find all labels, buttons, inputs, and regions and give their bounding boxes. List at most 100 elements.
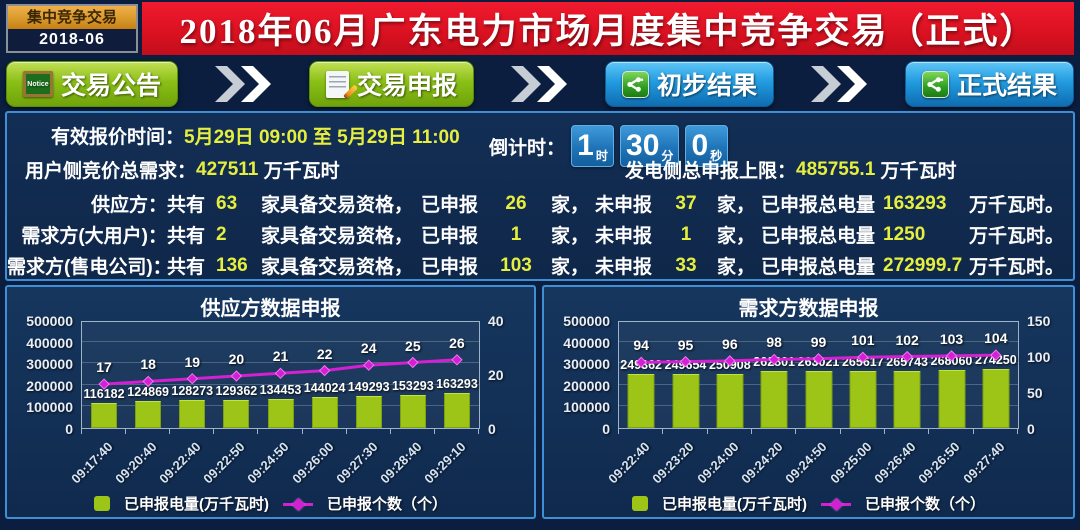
trade-declare-label: 交易申报 <box>357 72 458 100</box>
bar <box>91 402 118 428</box>
y-axis-tick-label: 200000 <box>26 377 73 394</box>
declared-label: 已申报 <box>421 257 479 278</box>
jia-comma-label: 家， <box>717 226 756 247</box>
line-value-label: 24 <box>360 340 377 357</box>
bar <box>223 400 250 428</box>
y-axis-tick-label: 300000 <box>26 356 73 373</box>
y-axis-tick-label: 0 <box>65 421 73 437</box>
bar-value-label: 149293 <box>347 379 390 394</box>
x-axis-tick-label: 09:28:40 <box>377 439 425 487</box>
x-axis-tick-label: 09:24:50 <box>244 439 293 487</box>
bar-value-label: 129362 <box>215 384 258 399</box>
declared-volume: 163293 <box>883 192 947 214</box>
x-axis-tick-label: 09:27:30 <box>332 439 381 487</box>
line-point-marker <box>635 356 647 369</box>
y-axis-tick-label: 300000 <box>563 356 610 373</box>
secondary-y-axis-tick-label: 150 <box>1027 313 1051 329</box>
volume-label: 已申报总电量 <box>761 257 876 278</box>
chart-title: 需求方数据申报 <box>738 298 879 320</box>
chart-title: 供应方数据申报 <box>200 298 341 320</box>
line-point-marker <box>990 349 1002 361</box>
volume-label: 已申报总电量 <box>761 226 876 247</box>
x-axis-labels: 09:17:40 09:20:40 09:22:40 09:22:50 09:24:50… <box>68 429 480 487</box>
countdown-minutes-box: 30 分 <box>620 125 680 167</box>
x-axis-tick <box>301 429 303 434</box>
line-value-label: 102 <box>895 331 919 348</box>
line-point-marker <box>274 367 287 380</box>
total-prefix-label: 共有 <box>167 226 206 247</box>
legend-line-marker <box>282 497 313 511</box>
line-value-label: 19 <box>184 353 201 370</box>
trade-notice-button[interactable]: Notice 交易公告 <box>6 61 179 107</box>
official-result-button[interactable]: 正式结果 <box>905 61 1075 107</box>
bar <box>179 400 206 428</box>
bar <box>893 370 921 428</box>
x-axis-tick <box>972 429 974 434</box>
x-axis-tick <box>81 429 82 434</box>
trade-notice-label: 交易公告 <box>61 72 162 100</box>
x-axis-tick-label: 09:29:10 <box>421 439 469 487</box>
x-axis-tick-label: 09:23:20 <box>649 439 698 487</box>
x-axis-tick-label: 09:25:00 <box>827 439 875 487</box>
trade-declare-button[interactable]: 交易申报 <box>309 61 475 107</box>
line-series <box>98 354 463 390</box>
supplier-stats-row: 供应方： 共有 63 家具备交易资格， 已申报 26 家， 未申报 37 家， … <box>7 188 1073 219</box>
x-axis-tick <box>706 429 708 434</box>
bar <box>311 396 338 428</box>
x-axis-tick-label: 09:22:40 <box>156 439 204 487</box>
flow-arrow-icon <box>774 65 905 103</box>
session-stats-panel: 有效报价时间： 5月29日 09:00 至 5月29日 11:00 倒计时： 1… <box>5 111 1075 281</box>
y-axis-tick-label: 100000 <box>563 399 610 416</box>
line-point-marker <box>724 355 736 367</box>
secondary-y-axis-tick-label: 100 <box>1027 349 1051 365</box>
bar <box>443 392 470 428</box>
line-point-marker <box>98 378 110 390</box>
legend-label: 已申报个数（个） <box>864 496 985 513</box>
secondary-y-axis-tick-label: 50 <box>1027 385 1043 401</box>
party-label: 需求方(售电公司)： <box>7 257 172 278</box>
line-value-label: 103 <box>939 330 964 347</box>
user-demand-unit: 万千瓦时 <box>263 161 340 182</box>
countdown-minutes-value: 30 <box>626 129 660 162</box>
gridline <box>82 383 479 385</box>
x-axis-tick <box>884 429 885 434</box>
bar <box>982 368 1010 428</box>
party-label: 需求方(大用户)： <box>21 226 167 247</box>
y-axis-tick-label: 500000 <box>563 313 610 329</box>
undeclared-label: 未申报 <box>595 257 653 278</box>
preliminary-result-button[interactable]: 初步结果 <box>605 61 775 107</box>
x-axis-tick-label: 09:24:00 <box>694 439 742 487</box>
countdown-hours-value: 1 <box>577 129 594 162</box>
y-axis-tick-label: 200000 <box>563 377 610 394</box>
volume-unit: 万千瓦时。 <box>969 226 1065 247</box>
line-point-marker <box>407 356 419 369</box>
jia-comma-label: 家， <box>551 226 590 247</box>
line-value-label: 98 <box>766 334 782 351</box>
page-title: 2018年06月广东电力市场月度集中竞争交易（正式） <box>179 12 1037 51</box>
jia-comma-label: 家， <box>717 257 756 278</box>
x-axis-tick-label: 09:26:40 <box>871 439 919 487</box>
total-count: 136 <box>216 254 248 276</box>
line-value-label: 20 <box>228 351 245 367</box>
legend-line-marker <box>820 497 851 511</box>
volume-label: 已申报总电量 <box>761 195 876 216</box>
legend-label: 已申报电量(万千瓦时) <box>123 496 269 513</box>
line-point-marker <box>945 350 958 362</box>
line-value-label: 95 <box>677 336 694 353</box>
undeclared-count: 37 <box>675 192 697 214</box>
countdown-hours-box: 1 时 <box>571 125 615 167</box>
line-value-label: 22 <box>316 345 333 362</box>
legend-label: 已申报个数（个） <box>326 496 447 513</box>
line-point-marker <box>857 351 869 363</box>
demand-declaration-chart: 需求方数据申报 24936224965425090826280126302126… <box>542 285 1075 519</box>
countdown: 倒计时： 1 时 30 分 0 秒 <box>489 124 729 168</box>
bar-value-label: 124869 <box>127 385 170 400</box>
y-axis-tick-label: 400000 <box>26 334 73 351</box>
volume-unit: 万千瓦时。 <box>969 257 1065 278</box>
x-axis-tick <box>839 429 841 434</box>
line-point-marker <box>142 375 154 388</box>
 <box>292 497 305 511</box>
quote-time: 有效报价时间： 5月29日 09:00 至 5月29日 11:00 <box>51 120 460 151</box>
plot-area: 2493622496542509082628012630212656172657… <box>618 321 1019 429</box>
charts-area: 供应方数据申报 116182 124869 128273 129362 134453 14… <box>5 285 1075 519</box>
